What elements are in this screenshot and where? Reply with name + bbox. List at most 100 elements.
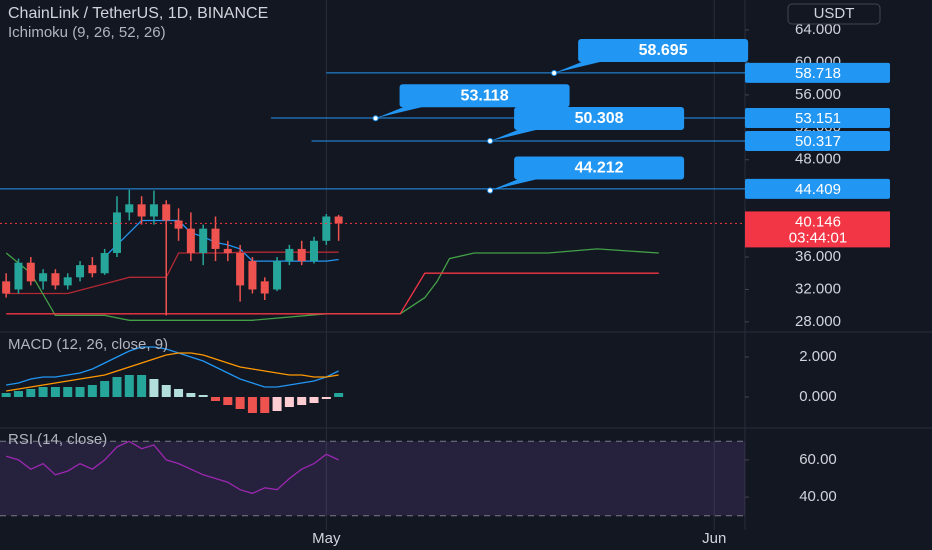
histogram-bar [321, 397, 331, 399]
histogram-bar [272, 397, 282, 411]
chart-title: ChainLink / TetherUS, 1D, BINANCE [8, 5, 268, 22]
y-tick-label: 0.000 [799, 388, 837, 405]
rsi-line [6, 440, 339, 495]
histogram-bar [100, 381, 110, 397]
histogram-bar [186, 393, 196, 397]
candle-body [2, 281, 11, 294]
candle-body [174, 220, 183, 229]
histogram-bar [149, 379, 159, 397]
macd-label: MACD (12, 26, close, 9) [8, 336, 168, 353]
histogram-bar [260, 397, 270, 413]
histogram-bar [38, 387, 48, 397]
candle-body [334, 216, 343, 224]
callout-pointer [490, 129, 541, 142]
rsi-label: RSI (14, close) [8, 431, 107, 448]
currency-label[interactable]: USDT [814, 5, 855, 22]
price-line-label: 53.151 [795, 110, 841, 127]
candle-body [322, 216, 331, 241]
candle-body [51, 273, 60, 286]
callout-label: 50.308 [575, 110, 624, 127]
candle-body [310, 240, 319, 262]
indicator-label: Ichimoku (9, 26, 52, 26) [8, 24, 166, 41]
macd-line [6, 346, 339, 388]
callout-label: 53.118 [461, 87, 509, 104]
y-tick-label: 2.000 [799, 348, 837, 365]
candle-body [63, 277, 72, 286]
histogram-bar [235, 397, 245, 409]
histogram-bar [87, 385, 97, 397]
candle-body [100, 252, 109, 274]
callout-box [399, 84, 570, 108]
price-line-label: 58.718 [795, 65, 841, 82]
indicator-line [6, 272, 659, 315]
rsi-band-fill [0, 441, 745, 516]
currency-button[interactable] [787, 3, 881, 25]
candle-body [88, 265, 97, 274]
indicator-line [6, 251, 339, 295]
histogram-bar [137, 375, 147, 397]
callout-label: 44.212 [575, 160, 624, 177]
price-line-label: 44.409 [795, 181, 841, 198]
histogram-bar [112, 377, 122, 397]
last-price-box [745, 211, 890, 248]
countdown-label: 03:44:01 [789, 229, 847, 246]
histogram-bar [161, 385, 171, 397]
histogram-bar [223, 397, 233, 405]
plot: MayJun28.00032.00036.00048.00052.00056.0… [0, 0, 890, 547]
price-line-box [745, 62, 890, 83]
callout-pointer [490, 178, 541, 191]
histogram-bar [334, 393, 344, 397]
histogram-bar [124, 375, 134, 397]
macd-line [6, 352, 339, 392]
candle-body [297, 248, 306, 262]
histogram-bar [247, 397, 257, 413]
x-tick-label: May [312, 530, 341, 547]
histogram-bar [297, 397, 307, 405]
callout-anchor [372, 115, 379, 122]
candle-body [260, 281, 269, 294]
histogram-bar [1, 393, 11, 397]
y-tick-label: 56.000 [795, 86, 841, 103]
y-tick-label: 60.00 [799, 451, 837, 468]
candle-body [285, 248, 294, 262]
x-tick-label: Jun [702, 530, 726, 547]
candle-body [112, 212, 121, 253]
price-line-box [745, 130, 890, 151]
last-price-label: 40.146 [795, 213, 841, 230]
candle-body [273, 261, 282, 290]
callout-pointer [554, 61, 605, 74]
y-tick-label: 64.000 [795, 21, 841, 38]
y-tick-label: 32.000 [795, 280, 841, 297]
histogram-bar [50, 387, 60, 397]
candle-body [14, 262, 23, 290]
histogram-bar [198, 395, 208, 397]
callout-anchor [551, 70, 558, 77]
y-tick-label: 36.000 [795, 248, 841, 265]
candle-body [236, 252, 245, 286]
candle-body [39, 273, 48, 282]
histogram-bar [13, 391, 23, 397]
candle-body [223, 248, 232, 253]
y-tick-label: 28.000 [795, 313, 841, 330]
histogram-bar [63, 387, 73, 397]
histogram-bar [174, 389, 184, 397]
callout-anchor [487, 138, 494, 145]
y-tick-label: 48.000 [795, 151, 841, 168]
indicator-line [104, 219, 339, 262]
y-tick-label: 40.00 [799, 488, 837, 505]
candle-body [211, 228, 220, 249]
callout-box [514, 107, 685, 131]
histogram-bar [309, 397, 319, 403]
histogram-bar [210, 397, 220, 401]
candle-body [186, 228, 195, 253]
histogram-bar [75, 387, 85, 397]
callout-box [514, 156, 685, 180]
price-line-box [745, 107, 890, 128]
histogram-bar [26, 389, 36, 397]
histogram-bar [284, 397, 294, 407]
candle-body [149, 204, 158, 217]
callout-anchor [487, 187, 494, 194]
candle-body [199, 228, 208, 253]
candle-body [162, 204, 171, 221]
